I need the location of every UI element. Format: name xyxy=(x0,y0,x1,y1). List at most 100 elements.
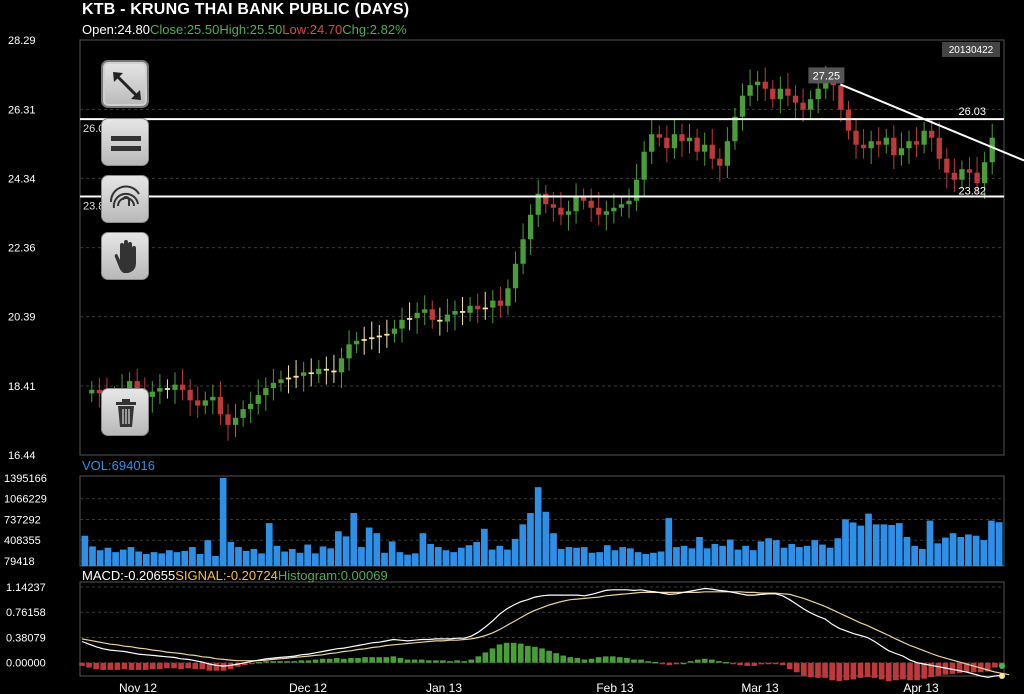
candle-body xyxy=(361,339,367,341)
histogram-bar xyxy=(433,660,439,663)
histogram-bar xyxy=(79,662,85,666)
histogram-bar xyxy=(333,657,340,663)
histogram-bar xyxy=(418,659,425,663)
macd-readout: MACD:-0.20655 xyxy=(82,568,175,583)
candle-body xyxy=(399,319,405,329)
delete-tool-button[interactable] xyxy=(101,388,149,436)
candle-body xyxy=(263,388,269,396)
volume-bar xyxy=(96,550,104,566)
volume-bar xyxy=(181,550,189,566)
volume-bar xyxy=(312,553,319,566)
histogram-bar xyxy=(425,660,432,663)
volume-tick-label: 1395166 xyxy=(4,473,47,485)
high-label: High: xyxy=(219,22,250,37)
histogram-bar xyxy=(730,662,736,665)
x-tick-label: Mar 13 xyxy=(741,681,779,694)
price-tick-label: 22.36 xyxy=(8,243,36,255)
volume-bar xyxy=(965,534,972,566)
volume-bar xyxy=(734,549,742,566)
histogram-bar xyxy=(213,662,220,671)
volume-bar xyxy=(204,540,212,566)
candle-body xyxy=(883,137,889,145)
candle-body xyxy=(573,197,579,212)
histogram-bar xyxy=(694,659,701,663)
candle-body xyxy=(157,388,163,392)
histogram-bar xyxy=(142,662,149,670)
volume-header: VOL:694016 xyxy=(82,458,155,473)
candle-body xyxy=(679,134,685,142)
volume-bar xyxy=(603,545,611,566)
chg-label: Chg: xyxy=(342,22,370,37)
candle-body xyxy=(429,309,435,320)
candle-body xyxy=(225,414,231,425)
histogram-bar xyxy=(900,662,906,680)
volume-bar xyxy=(242,550,250,566)
candle-body xyxy=(891,137,897,156)
fingerprint-tool-button[interactable] xyxy=(101,175,149,223)
histogram-bar xyxy=(588,658,595,663)
histogram-bar xyxy=(93,662,99,670)
histogram-bar xyxy=(914,662,920,681)
histogram-bar xyxy=(390,656,397,663)
histogram-bar xyxy=(305,660,312,663)
x-tick-label: Jan 13 xyxy=(426,681,462,694)
volume-bar xyxy=(642,554,650,566)
candle-body xyxy=(308,372,314,375)
volume-bar xyxy=(627,548,634,566)
histogram-bar xyxy=(185,662,191,669)
volume-bar xyxy=(550,533,557,566)
histogram-bar xyxy=(220,662,227,671)
horizontal-line-tool-button[interactable] xyxy=(101,118,149,166)
volume-bar xyxy=(434,547,442,566)
candle-body xyxy=(134,381,140,394)
candle-body xyxy=(248,403,254,410)
candle-body xyxy=(633,179,640,201)
volume-bar xyxy=(419,533,427,566)
candle-body xyxy=(838,85,844,110)
volume-bar xyxy=(650,552,657,566)
macd-tick-label: 0.00000 xyxy=(6,658,46,670)
histogram-bar xyxy=(298,660,305,663)
candle-body xyxy=(475,305,481,310)
volume-bar xyxy=(273,545,281,566)
histogram-bar xyxy=(510,642,517,663)
horizontal-line-right-label: 23.82 xyxy=(958,186,986,198)
histogram-bar xyxy=(709,659,715,663)
low-value: 24.70 xyxy=(309,22,343,37)
histogram-bar xyxy=(241,662,248,666)
volume-bar xyxy=(719,545,726,566)
histogram-bar xyxy=(128,662,135,670)
candle-body xyxy=(89,389,95,394)
volume-bar xyxy=(888,525,895,566)
histogram-bar xyxy=(921,662,927,679)
candle-body xyxy=(807,99,814,110)
candle-body xyxy=(172,384,178,390)
date-tag-bg xyxy=(942,42,1000,57)
trendline-tool-button[interactable] xyxy=(101,60,149,108)
candle-body xyxy=(649,134,655,152)
candle-body xyxy=(770,88,776,100)
volume-tick-label: 408355 xyxy=(4,535,41,547)
candle-body xyxy=(255,395,261,404)
pan-tool-button[interactable] xyxy=(101,232,149,280)
candle-body xyxy=(444,314,451,322)
volume-bar xyxy=(557,548,565,566)
histogram-bar xyxy=(617,657,623,663)
volume-bar xyxy=(527,513,534,566)
histogram-bar xyxy=(786,662,793,670)
candle-body xyxy=(898,148,905,156)
volume-bar xyxy=(711,543,719,566)
volume-bar xyxy=(457,547,465,566)
volume-bar xyxy=(611,550,619,566)
candle-body xyxy=(270,382,277,389)
candle-body xyxy=(285,377,292,380)
histogram-bar xyxy=(963,662,970,673)
histogram-bar xyxy=(468,659,475,663)
volume-bar xyxy=(573,547,580,566)
histogram-bar xyxy=(164,662,170,669)
candle-body xyxy=(732,116,738,142)
candle-body xyxy=(293,375,299,378)
candle-body xyxy=(316,368,322,375)
histogram-bar xyxy=(192,662,199,670)
